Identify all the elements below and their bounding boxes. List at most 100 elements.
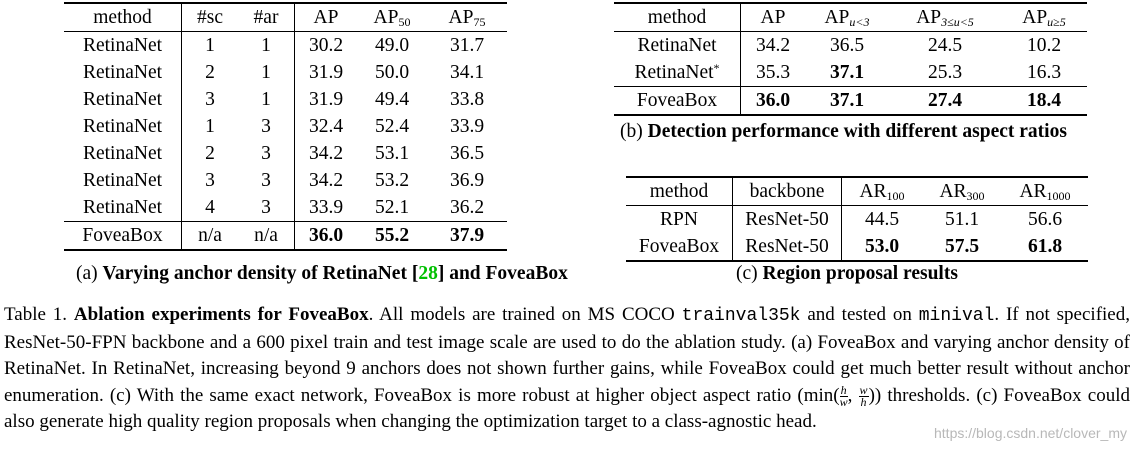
cell: n/a bbox=[198, 225, 222, 246]
cell: 27.4 bbox=[927, 90, 963, 111]
caption-text: and tested on bbox=[800, 304, 919, 325]
cell: 4 bbox=[205, 197, 215, 218]
cell: FoveaBox bbox=[64, 221, 182, 250]
cell: 33.9 bbox=[308, 197, 344, 218]
table-row: RetinaNet 34.2 36.5 24.5 10.2 bbox=[614, 31, 1087, 59]
cell: 37.9 bbox=[449, 225, 485, 246]
cell: 50.0 bbox=[374, 62, 410, 83]
cell: 36.0 bbox=[755, 90, 791, 111]
caption-title: Detection performance with different asp… bbox=[647, 121, 1067, 142]
cell: 3 bbox=[238, 113, 295, 140]
table-row: RetinaNet 3 1 31.9 49.4 33.8 bbox=[64, 86, 507, 113]
cell: 3 bbox=[238, 194, 295, 222]
table-b: method AP APu<3 AP3≤u<5 APu≥5 RetinaNet 3… bbox=[614, 2, 1087, 116]
code-minival: minival bbox=[918, 306, 995, 326]
cell: 49.4 bbox=[374, 89, 410, 110]
table-b-caption: (b) Detection performance with different… bbox=[620, 121, 1067, 143]
cell: 51.1 bbox=[944, 209, 980, 230]
cell: 37.1 bbox=[829, 62, 865, 83]
col-ar300: AR300 bbox=[922, 176, 1002, 206]
col-method: method bbox=[64, 2, 182, 32]
cell: 3 bbox=[205, 89, 215, 110]
cell: 53.0 bbox=[864, 236, 900, 257]
cell: 55.2 bbox=[374, 225, 410, 246]
cell: 61.8 bbox=[1027, 236, 1063, 257]
col-ap75: AP75 bbox=[427, 2, 507, 32]
table-row: RetinaNet 2 1 31.9 50.0 34.1 bbox=[64, 59, 507, 86]
cell: 37.1 bbox=[829, 90, 865, 111]
cell: 24.5 bbox=[927, 35, 963, 56]
cell: 32.4 bbox=[308, 116, 344, 137]
table-c-header: method backbone AR100 AR300 AR1000 bbox=[626, 176, 1088, 206]
table-row: RetinaNet 4 3 33.9 52.1 36.2 bbox=[64, 194, 507, 222]
table-a-header: method #sc #ar AP AP50 AP75 bbox=[64, 2, 507, 32]
cell: 36.2 bbox=[449, 197, 485, 218]
cell: RetinaNet bbox=[64, 86, 182, 113]
cell: 31.7 bbox=[449, 35, 485, 56]
col-backbone: backbone bbox=[732, 176, 842, 206]
table-row-foveabox: FoveaBox ResNet-50 53.0 57.5 61.8 bbox=[626, 233, 1088, 261]
cell: FoveaBox bbox=[614, 86, 741, 115]
col-ap: AP bbox=[740, 2, 805, 32]
table-row-foveabox: FoveaBox n/a n/a 36.0 55.2 37.9 bbox=[64, 221, 507, 250]
cell: 34.2 bbox=[308, 170, 344, 191]
main-caption: Table 1. Ablation experiments for FoveaB… bbox=[4, 304, 1131, 433]
cell: 16.3 bbox=[1026, 62, 1062, 83]
table-c: method backbone AR100 AR300 AR1000 RPN Re… bbox=[626, 176, 1088, 262]
col-ap: AP bbox=[294, 2, 357, 32]
citation-link[interactable]: 28 bbox=[418, 263, 438, 284]
cell: RetinaNet bbox=[64, 113, 182, 140]
cell: ResNet-50 bbox=[732, 205, 842, 233]
caption-prefix: (b) bbox=[620, 121, 648, 142]
cell: 31.9 bbox=[308, 62, 344, 83]
col-method: method bbox=[626, 176, 733, 206]
table-row: RetinaNet 1 1 30.2 49.0 31.7 bbox=[64, 31, 507, 59]
cell: RetinaNet bbox=[64, 167, 182, 194]
caption-text: thresholds. (c) FoveaBox could also gene… bbox=[4, 384, 1131, 433]
cell: 36.9 bbox=[449, 170, 485, 191]
caption-title: Ablation experiments for FoveaBox bbox=[73, 304, 369, 325]
caption-prefix: (a) bbox=[76, 263, 103, 284]
cell: 52.1 bbox=[374, 197, 410, 218]
cell: n/a bbox=[238, 221, 295, 250]
cell: 1 bbox=[238, 31, 295, 59]
col-method: method bbox=[614, 2, 741, 32]
cell: 36.5 bbox=[449, 143, 485, 164]
cell: 31.9 bbox=[308, 89, 344, 110]
cell: 18.4 bbox=[1026, 90, 1062, 111]
col-ap50: AP50 bbox=[357, 2, 427, 32]
col-ap-3-u-5: AP3≤u<5 bbox=[889, 2, 1001, 32]
table-a: method #sc #ar AP AP50 AP75 RetinaNet 1 1 3… bbox=[64, 2, 507, 251]
caption-text: . All models are trained on MS COCO bbox=[368, 304, 682, 325]
table-row: RetinaNet 2 3 34.2 53.1 36.5 bbox=[64, 140, 507, 167]
cell: 30.2 bbox=[308, 35, 344, 56]
table-c-caption: (c) Region proposal results bbox=[736, 263, 958, 285]
cell: 1 bbox=[205, 35, 215, 56]
watermark: https://blog.csdn.net/clover_my bbox=[934, 425, 1127, 441]
cell: 25.3 bbox=[927, 62, 963, 83]
table-row: RetinaNet 3 3 34.2 53.2 36.9 bbox=[64, 167, 507, 194]
cell: FoveaBox bbox=[626, 233, 733, 261]
table-row: RetinaNet 1 3 32.4 52.4 33.9 bbox=[64, 113, 507, 140]
table-row: RPN ResNet-50 44.5 51.1 56.6 bbox=[626, 205, 1088, 233]
caption-text: )) bbox=[868, 384, 882, 406]
cell: 2 bbox=[205, 62, 215, 83]
cell: 1 bbox=[205, 116, 215, 137]
cell: 33.9 bbox=[449, 116, 485, 137]
cell: 34.2 bbox=[755, 35, 791, 56]
cell: 53.2 bbox=[374, 170, 410, 191]
cell: 3 bbox=[238, 167, 295, 194]
table-row-foveabox: FoveaBox 36.0 37.1 27.4 18.4 bbox=[614, 86, 1087, 115]
cell: 57.5 bbox=[944, 236, 980, 257]
cell: 52.4 bbox=[374, 116, 410, 137]
cell: 3 bbox=[205, 170, 215, 191]
caption-title: Varying anchor density of RetinaNet [ bbox=[102, 263, 419, 284]
col-ar: #ar bbox=[238, 2, 295, 32]
cell: 10.2 bbox=[1026, 35, 1062, 56]
cell: 3 bbox=[238, 140, 295, 167]
cell: 33.8 bbox=[449, 89, 485, 110]
min-function: min( bbox=[803, 384, 840, 406]
table-a-caption: (a) Varying anchor density of RetinaNet … bbox=[76, 263, 568, 285]
caption-title: Region proposal results bbox=[762, 263, 958, 284]
